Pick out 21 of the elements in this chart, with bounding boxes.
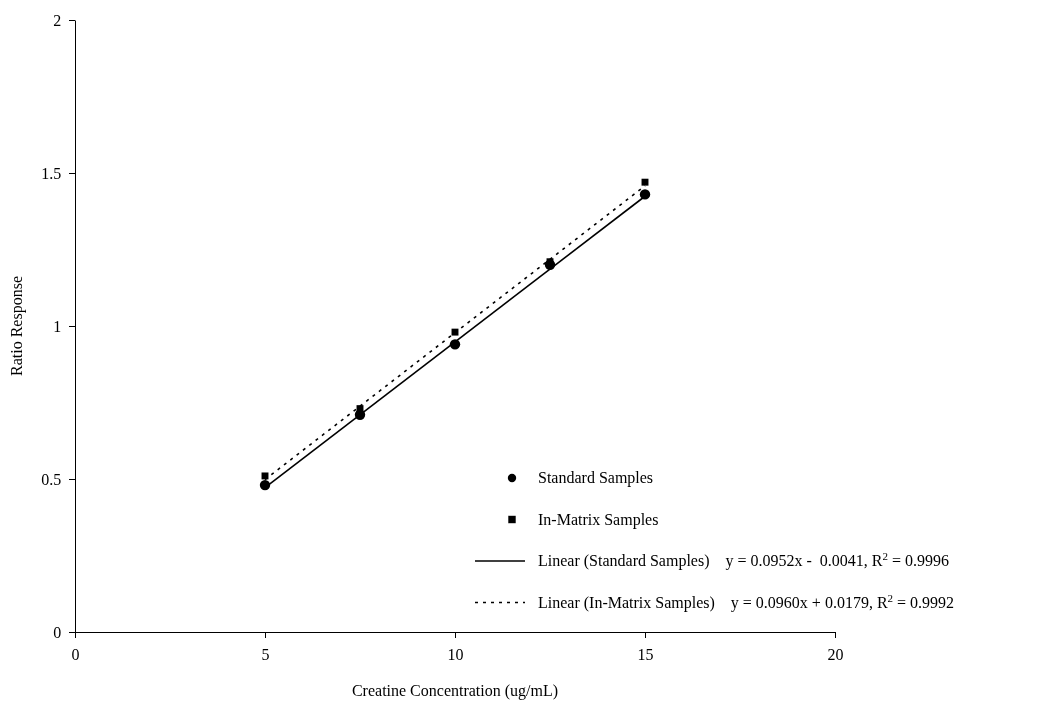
y-tick-label: 2 — [53, 11, 62, 29]
point — [639, 189, 651, 200]
x-tick-label: 15 — [637, 646, 654, 664]
y-tick-label: 1 — [53, 317, 62, 335]
y-tick-label: 0 — [53, 623, 62, 641]
x-tick-label: 20 — [827, 646, 844, 664]
x-tick-label: 0 — [71, 646, 80, 664]
y-axis-title: Ratio Response — [8, 276, 26, 376]
x-tick-label: 10 — [447, 646, 464, 664]
x-tick-label: 5 — [261, 646, 270, 664]
y-tick-label: 1.5 — [41, 164, 62, 182]
legend-label: Linear (Standard Samples) — [538, 552, 710, 570]
point — [449, 339, 461, 350]
annotation: y = 0.0960x + 0.0179, R$^{2}$ = 0.9992 — [730, 591, 955, 612]
point — [259, 479, 271, 491]
x-axis-title: Creatine Concentration (ug/mL) — [351, 682, 559, 700]
annotation: y = 0.0952x - 0.0041, R$^{2}$ = 0.9996 — [725, 550, 950, 570]
legend-label: Standard Samples — [538, 469, 654, 487]
legend-label: In-Matrix Samples — [538, 510, 659, 529]
legend-label: Linear (In-Matrix Samples) — [538, 593, 715, 612]
y-tick-label: 0.5 — [41, 470, 62, 488]
